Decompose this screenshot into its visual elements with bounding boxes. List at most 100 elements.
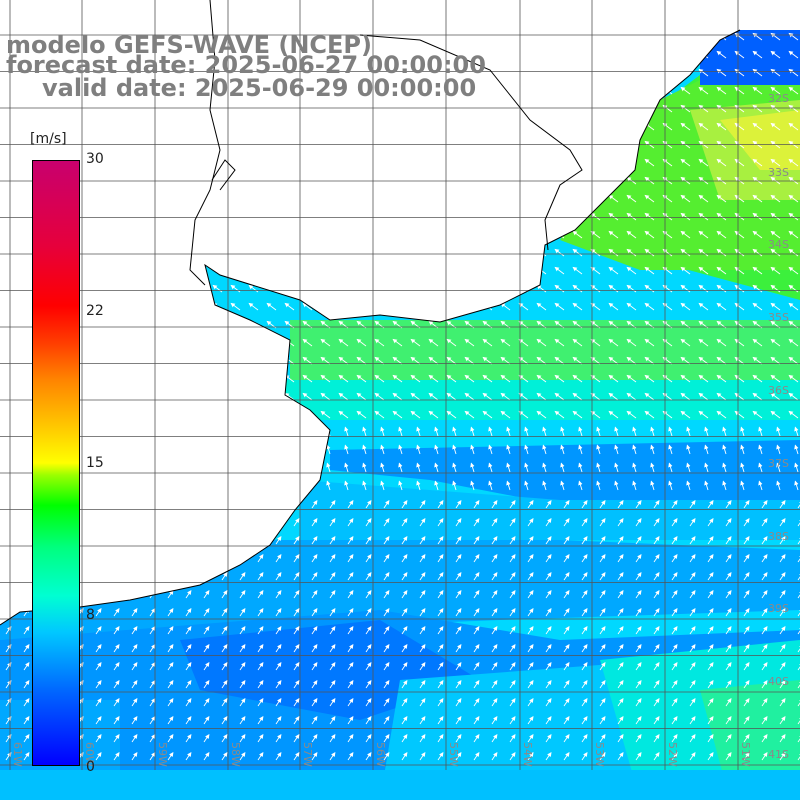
wind-arrow (650, 462, 655, 473)
wind-arrow (509, 500, 516, 509)
wind-arrow (779, 500, 786, 509)
wind-arrow (347, 572, 354, 581)
wind-arrow (203, 608, 210, 617)
wind-arrow (635, 554, 642, 563)
wind-arrow (383, 554, 390, 563)
wind-arrow (131, 644, 138, 653)
wind-arrow (455, 626, 462, 635)
wind-arrow (293, 554, 300, 563)
wind-arrow (401, 608, 408, 617)
wind-arrow (635, 500, 642, 509)
wind-arrow (788, 104, 799, 113)
wind-arrow (257, 572, 264, 581)
wind-arrow (680, 338, 691, 347)
wind-arrow (410, 374, 421, 383)
wind-arrow (581, 500, 588, 509)
wind-arrow (509, 644, 516, 653)
wind-arrow (536, 338, 547, 347)
wind-arrow (95, 644, 102, 653)
wind-arrow (698, 266, 709, 275)
wind-arrow (653, 608, 660, 617)
wind-arrow (650, 480, 655, 491)
wind-arrow (680, 374, 691, 383)
wind-arrow (356, 374, 367, 383)
wind-arrow (734, 338, 745, 347)
wind-arrow (167, 644, 174, 653)
wind-arrow (149, 644, 156, 653)
wind-arrow (644, 212, 655, 221)
wind-arrow (590, 266, 601, 275)
wind-arrow (590, 230, 601, 239)
wind-arrow (752, 374, 763, 383)
wind-arrow (608, 338, 619, 347)
wind-arrow (770, 338, 781, 347)
wind-arrow (347, 608, 354, 617)
wind-arrow (572, 230, 583, 239)
wind-arrow (455, 644, 462, 653)
wind-arrow (752, 194, 763, 203)
wind-arrow (554, 338, 565, 347)
wind-arrow (239, 608, 246, 617)
wind-arrow (578, 462, 583, 473)
wind-arrow (311, 590, 318, 599)
wind-arrow (500, 410, 511, 419)
wind-arrow (794, 462, 799, 473)
wind-arrow (761, 572, 768, 581)
wind-arrow (362, 426, 367, 437)
wind-arrow (500, 392, 511, 401)
wind-arrow (680, 194, 691, 203)
wind-arrow (293, 626, 300, 635)
wind-arrow (563, 608, 570, 617)
wind-arrow (434, 426, 439, 437)
wind-arrow (149, 608, 156, 617)
wind-arrow (761, 626, 768, 635)
wind-arrow (734, 266, 745, 275)
wind-arrow (257, 590, 264, 599)
wind-arrow (617, 518, 624, 527)
wind-arrow (788, 122, 799, 131)
wind-arrow (167, 626, 174, 635)
wind-arrow (473, 500, 480, 509)
wind-arrow (689, 590, 696, 599)
wind-arrow (689, 500, 696, 509)
wind-arrow (113, 644, 120, 653)
wind-arrow (680, 158, 691, 167)
wind-arrow (590, 410, 601, 419)
wind-arrow (653, 626, 660, 635)
wind-arrow (275, 608, 282, 617)
wind-arrow (770, 266, 781, 275)
wind-arrow (527, 500, 534, 509)
wind-arrow (560, 426, 565, 437)
wind-arrow (347, 536, 354, 545)
wind-arrow (491, 536, 498, 545)
wind-arrow (452, 444, 457, 455)
wind-arrow (788, 356, 799, 365)
wind-arrow (599, 572, 606, 581)
wind-arrow (626, 248, 637, 257)
wind-arrow (788, 158, 799, 167)
wind-arrow (482, 338, 493, 347)
lon-label-59w: 59W (156, 742, 169, 767)
wind-arrow (698, 410, 709, 419)
wind-arrow (365, 554, 372, 563)
wind-arrow (722, 444, 727, 455)
wind-arrow (761, 536, 768, 545)
wind-arrow (416, 444, 421, 455)
wind-arrow (590, 248, 601, 257)
wind-arrow (599, 626, 606, 635)
legend-tick-8: 8 (86, 607, 95, 623)
wind-arrow (614, 426, 619, 437)
wind-arrow (752, 410, 763, 419)
wind-arrow (428, 356, 439, 365)
wind-arrow (734, 374, 745, 383)
wind-arrow (554, 356, 565, 365)
lon-label-54w: 54W (521, 742, 534, 767)
wind-arrow (365, 644, 372, 653)
wind-arrow (452, 480, 457, 491)
wind-arrow (383, 518, 390, 527)
wind-arrow (635, 572, 642, 581)
wind-arrow (473, 590, 480, 599)
wind-arrow (239, 644, 246, 653)
lat-label-32s: 32S (768, 92, 789, 105)
wind-arrow (599, 500, 606, 509)
